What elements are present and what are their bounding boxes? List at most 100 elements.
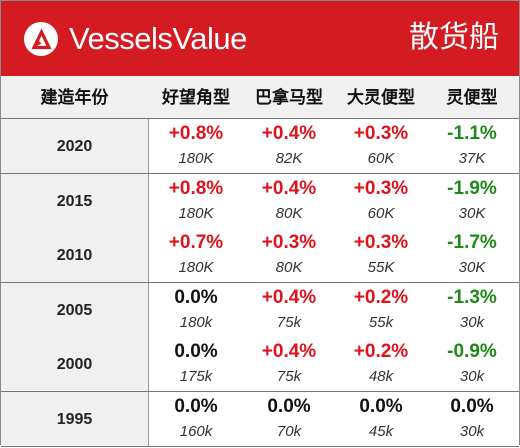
percent-change: +0.8% xyxy=(168,123,224,144)
percent-change: +0.3% xyxy=(353,123,409,144)
vessel-value: 180K xyxy=(178,259,214,276)
value-cell-capesize: 0.0% 160k xyxy=(151,392,241,446)
value-cell-handysize: -0.9% 30k xyxy=(427,337,517,391)
build-year-cell: 2010 xyxy=(1,228,149,282)
vessel-value: 80K xyxy=(275,259,303,276)
vessel-value: 48k xyxy=(368,368,394,385)
build-year-cell: 1995 xyxy=(1,391,149,446)
vesselsvalue-logo-icon xyxy=(24,22,58,56)
table-row: 1995 0.0% 160k 0.0% 70k 0.0% 45k 0.0% 30k xyxy=(1,391,519,447)
percent-change: +0.4% xyxy=(261,123,317,144)
percent-change: +0.3% xyxy=(353,232,409,253)
segment-title: 散货船 xyxy=(409,21,499,54)
build-year-cell: 2005 xyxy=(1,282,149,337)
vessel-value: 30k xyxy=(459,368,485,385)
table-row: 2005 0.0% 180k +0.4% 75k +0.2% 55k -1.3% 30k xyxy=(1,282,519,338)
build-year-cell: 2020 xyxy=(1,119,149,173)
vessel-value: 80K xyxy=(275,204,303,222)
percent-change: 0.0% xyxy=(174,395,218,417)
value-cell-panamax: +0.4% 82K xyxy=(244,119,334,173)
value-cell-supramax: +0.3% 55K xyxy=(336,228,426,282)
value-cell-panamax: +0.4% 80K xyxy=(244,174,334,228)
vessel-value: 75k xyxy=(276,368,302,385)
percent-change: +0.3% xyxy=(261,232,317,253)
vessel-value: 60K xyxy=(367,150,395,167)
build-year-cell: 2015 xyxy=(1,173,149,228)
value-cell-panamax: +0.4% 75k xyxy=(244,283,334,337)
vessel-value: 75k xyxy=(276,313,302,331)
column-header-row: 建造年份 好望角型 巴拿马型 大灵便型 灵便型 xyxy=(1,76,519,119)
value-cell-capesize: 0.0% 180k xyxy=(151,283,241,337)
vessel-value: 55k xyxy=(368,313,394,331)
vessel-value: 37K xyxy=(458,150,486,167)
percent-change: +0.3% xyxy=(353,177,409,199)
percent-change: +0.4% xyxy=(261,341,317,362)
vessel-value: 55K xyxy=(367,259,395,276)
vessel-value: 180k xyxy=(179,313,213,331)
build-year-cell: 2000 xyxy=(1,337,149,391)
vessel-value: 30K xyxy=(458,259,486,276)
value-cell-capesize: +0.8% 180K xyxy=(151,119,241,173)
header-banner: VesselsValue 散货船 xyxy=(1,1,519,76)
value-cell-capesize: +0.8% 180K xyxy=(151,174,241,228)
value-cell-handysize: -1.3% 30k xyxy=(427,283,517,337)
table-row: 2010 +0.7% 180K +0.3% 80K +0.3% 55K -1.7% 30K xyxy=(1,228,519,283)
column-header-supramax: 大灵便型 xyxy=(347,88,415,107)
percent-change: -0.9% xyxy=(447,341,497,362)
percent-change: -1.9% xyxy=(447,177,497,199)
build-year: 2010 xyxy=(56,247,93,264)
percent-change: 0.0% xyxy=(174,286,218,308)
value-cell-handysize: 0.0% 30k xyxy=(427,392,517,446)
percent-change: +0.4% xyxy=(261,177,317,199)
value-cell-handysize: -1.9% 30K xyxy=(427,174,517,228)
vessel-value: 30k xyxy=(459,313,485,331)
column-header-panamax: 巴拿马型 xyxy=(255,88,323,107)
percent-change: -1.3% xyxy=(447,286,497,308)
table-row: 2020 +0.8% 180K +0.4% 82K +0.3% 60K -1.1% 37K xyxy=(1,119,519,174)
value-cell-panamax: +0.3% 80K xyxy=(244,228,334,282)
percent-change: 0.0% xyxy=(174,341,218,362)
percent-change: -1.7% xyxy=(447,232,497,253)
percent-change: 0.0% xyxy=(359,395,403,417)
vessel-value: 45k xyxy=(368,422,394,440)
value-cell-panamax: +0.4% 75k xyxy=(244,337,334,391)
value-cell-supramax: 0.0% 45k xyxy=(336,392,426,446)
value-cell-supramax: +0.3% 60K xyxy=(336,119,426,173)
value-cell-handysize: -1.1% 37K xyxy=(427,119,517,173)
build-year: 2020 xyxy=(56,138,93,155)
percent-change: +0.4% xyxy=(261,286,317,308)
vessel-value: 180K xyxy=(178,204,214,222)
vessel-value: 160k xyxy=(179,422,213,440)
value-cell-capesize: +0.7% 180K xyxy=(151,228,241,282)
percent-change: +0.2% xyxy=(353,286,409,308)
value-cell-capesize: 0.0% 175k xyxy=(151,337,241,391)
vessel-value: 175k xyxy=(179,368,213,385)
build-year: 1995 xyxy=(56,410,93,428)
build-year: 2015 xyxy=(56,192,93,210)
value-cell-supramax: +0.3% 60K xyxy=(336,174,426,228)
percent-change: 0.0% xyxy=(267,395,311,417)
value-cell-handysize: -1.7% 30K xyxy=(427,228,517,282)
percent-change: -1.1% xyxy=(447,123,497,144)
vessel-value: 30k xyxy=(459,422,485,440)
column-header-handysize: 灵便型 xyxy=(446,88,498,107)
vessel-value: 180K xyxy=(178,150,214,167)
vessel-value: 70k xyxy=(276,422,302,440)
percent-change: +0.7% xyxy=(168,232,224,253)
percent-change: 0.0% xyxy=(450,395,494,417)
vessel-value: 82K xyxy=(275,150,303,167)
table-row: 2000 0.0% 175k +0.4% 75k +0.2% 48k -0.9% 30k xyxy=(1,337,519,392)
build-year: 2000 xyxy=(56,356,93,373)
column-header-capesize: 好望角型 xyxy=(162,88,230,107)
vessel-value: 30K xyxy=(458,204,486,222)
column-header-build-year: 建造年份 xyxy=(40,88,109,107)
percent-change: +0.2% xyxy=(353,341,409,362)
value-cell-panamax: 0.0% 70k xyxy=(244,392,334,446)
percent-change: +0.8% xyxy=(168,177,224,199)
build-year: 2005 xyxy=(56,301,93,319)
brand-name: VesselsValue xyxy=(69,21,247,56)
vessel-value: 60K xyxy=(367,204,395,222)
table-row: 2015 +0.8% 180K +0.4% 80K +0.3% 60K -1.9% 30K xyxy=(1,173,519,229)
value-cell-supramax: +0.2% 48k xyxy=(336,337,426,391)
